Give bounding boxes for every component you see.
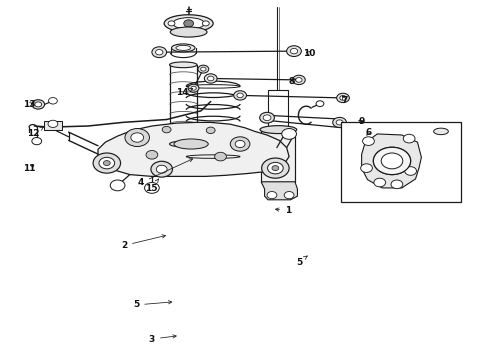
Ellipse shape bbox=[171, 27, 207, 37]
Polygon shape bbox=[98, 122, 289, 176]
Ellipse shape bbox=[164, 15, 213, 32]
Circle shape bbox=[208, 76, 214, 81]
Circle shape bbox=[103, 161, 110, 166]
Polygon shape bbox=[362, 134, 421, 188]
Circle shape bbox=[333, 117, 346, 127]
Circle shape bbox=[32, 138, 42, 145]
Circle shape bbox=[99, 157, 115, 169]
Circle shape bbox=[152, 47, 167, 58]
Text: 11: 11 bbox=[23, 164, 36, 173]
Circle shape bbox=[162, 126, 171, 133]
Circle shape bbox=[35, 102, 42, 107]
Circle shape bbox=[237, 93, 244, 98]
Text: 12: 12 bbox=[27, 127, 44, 138]
Circle shape bbox=[151, 161, 172, 177]
Text: 15: 15 bbox=[145, 179, 159, 193]
Circle shape bbox=[145, 183, 159, 193]
Circle shape bbox=[49, 98, 57, 104]
Circle shape bbox=[282, 129, 296, 139]
Circle shape bbox=[391, 180, 403, 189]
Circle shape bbox=[230, 137, 250, 151]
Circle shape bbox=[32, 100, 45, 109]
Circle shape bbox=[260, 112, 274, 123]
Circle shape bbox=[131, 133, 144, 142]
Polygon shape bbox=[268, 90, 288, 133]
Circle shape bbox=[336, 120, 343, 125]
Polygon shape bbox=[261, 131, 295, 182]
Circle shape bbox=[293, 75, 305, 85]
Circle shape bbox=[268, 162, 283, 174]
Circle shape bbox=[206, 127, 215, 134]
Circle shape bbox=[263, 115, 271, 121]
Text: 9: 9 bbox=[358, 117, 365, 126]
Circle shape bbox=[201, 67, 206, 71]
Ellipse shape bbox=[176, 45, 191, 50]
Circle shape bbox=[287, 46, 301, 57]
Circle shape bbox=[403, 134, 415, 143]
Circle shape bbox=[110, 180, 125, 191]
Text: 7: 7 bbox=[341, 96, 348, 105]
Text: 13: 13 bbox=[23, 100, 36, 109]
Circle shape bbox=[204, 74, 217, 83]
Circle shape bbox=[125, 129, 149, 147]
Circle shape bbox=[146, 150, 158, 159]
Polygon shape bbox=[44, 121, 62, 130]
Circle shape bbox=[373, 147, 411, 175]
Ellipse shape bbox=[172, 44, 195, 52]
Circle shape bbox=[373, 147, 411, 175]
Circle shape bbox=[296, 78, 302, 82]
Circle shape bbox=[374, 178, 386, 187]
Ellipse shape bbox=[170, 141, 197, 147]
Circle shape bbox=[290, 49, 297, 54]
Circle shape bbox=[184, 20, 194, 27]
Text: 1: 1 bbox=[275, 206, 291, 215]
Ellipse shape bbox=[260, 126, 296, 134]
Circle shape bbox=[284, 192, 294, 199]
Polygon shape bbox=[261, 182, 297, 200]
Ellipse shape bbox=[174, 139, 208, 149]
Circle shape bbox=[202, 21, 209, 26]
Text: 5: 5 bbox=[296, 256, 307, 266]
Circle shape bbox=[188, 84, 199, 92]
Text: 6: 6 bbox=[366, 128, 371, 137]
Circle shape bbox=[198, 65, 209, 73]
Circle shape bbox=[267, 192, 277, 199]
Text: 3: 3 bbox=[149, 335, 176, 343]
Circle shape bbox=[234, 91, 246, 100]
Text: 14: 14 bbox=[176, 88, 193, 98]
Circle shape bbox=[156, 50, 163, 55]
Circle shape bbox=[191, 86, 196, 90]
Circle shape bbox=[381, 153, 403, 169]
Circle shape bbox=[156, 165, 167, 173]
Circle shape bbox=[215, 152, 226, 161]
Circle shape bbox=[381, 153, 403, 169]
Circle shape bbox=[388, 158, 396, 164]
Circle shape bbox=[337, 93, 349, 103]
Bar bbox=[341, 122, 461, 202]
Circle shape bbox=[235, 140, 245, 148]
Circle shape bbox=[405, 167, 416, 175]
Circle shape bbox=[361, 164, 372, 172]
Text: 2: 2 bbox=[121, 235, 166, 250]
Ellipse shape bbox=[172, 18, 205, 29]
Circle shape bbox=[48, 120, 58, 127]
Text: 10: 10 bbox=[303, 49, 316, 58]
Circle shape bbox=[262, 158, 289, 178]
Circle shape bbox=[363, 137, 374, 145]
Ellipse shape bbox=[434, 128, 448, 135]
Circle shape bbox=[272, 166, 279, 171]
Ellipse shape bbox=[170, 62, 197, 68]
Circle shape bbox=[316, 101, 324, 107]
Circle shape bbox=[168, 21, 175, 26]
Text: 5: 5 bbox=[133, 300, 172, 310]
Circle shape bbox=[93, 153, 121, 173]
Text: 4: 4 bbox=[137, 159, 193, 188]
Circle shape bbox=[340, 96, 346, 100]
Text: 8: 8 bbox=[289, 77, 296, 86]
